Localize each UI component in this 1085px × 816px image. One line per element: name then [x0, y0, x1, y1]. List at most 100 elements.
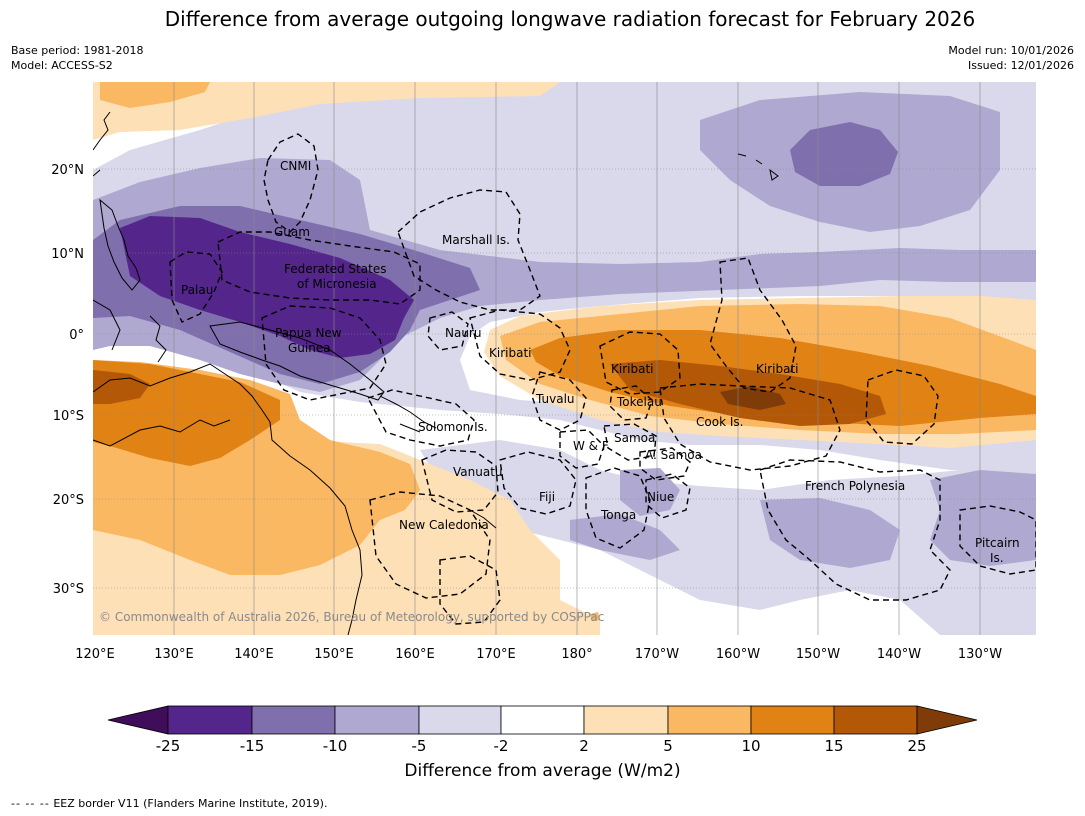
colorbar-tick-label: -5 [412, 737, 427, 755]
anomaly-south-medium-purple-1 [930, 470, 1036, 566]
coast-australia [93, 363, 363, 635]
label-marshall: Marshall Is. [442, 233, 510, 247]
label-nauru: Nauru [445, 326, 481, 340]
label-fsm-line1: Federated States [284, 262, 386, 276]
colorbar-tick-label: -10 [323, 737, 348, 755]
label-pitcairn-line2: Is. [990, 551, 1004, 565]
coast-solomons [379, 395, 437, 433]
eez-line-islands-east [865, 369, 939, 445]
coast-hawaii [737, 153, 779, 181]
label-fsm-line2: of Micronesia [297, 277, 377, 291]
lon-label: 130°W [958, 647, 1002, 662]
colorbar-extend-low [107, 705, 169, 735]
coast-new-caledonia [469, 509, 497, 529]
graticule [93, 82, 1036, 635]
model-name: Model: ACCESS-S2 [11, 59, 113, 72]
eez-wallis-futuna [559, 429, 605, 469]
lon-label: 180° [561, 647, 592, 662]
anomaly-equatorial-darkest-brown [720, 386, 786, 410]
label-tokelau: Tokelau [616, 395, 662, 409]
label-wallis-futuna: W & F [573, 439, 609, 453]
label-vanuatu: Vanuatu [453, 465, 503, 479]
lon-label: 150°W [796, 647, 840, 662]
meta-right: Model run: 10/01/2026 Issued: 12/01/2026 [948, 43, 1074, 73]
lat-label: 10°N [51, 247, 84, 262]
label-guam: Guam [274, 225, 310, 239]
eez-borders [169, 133, 1036, 625]
colorbar-bin [334, 705, 420, 735]
anomaly-nw-orange [100, 82, 210, 108]
longitude-labels: 120°E 130°E 140°E 150°E 160°E 170°E 180°… [75, 647, 1002, 662]
coast-borneo-sulawesi [93, 299, 167, 363]
latitude-labels: 20°N 10°N 0° 10°S 20°S 30°S [51, 163, 84, 597]
colorbar-tick-label: 5 [663, 737, 673, 755]
lon-label: 140°W [877, 647, 921, 662]
colorbar-extend-high [916, 705, 978, 735]
base-period: Base period: 1981-2018 [11, 44, 144, 57]
eez-nauru [427, 311, 469, 351]
label-kiribati-east: Kiribati [756, 362, 798, 376]
eez-vanuatu [421, 449, 499, 513]
eez-niue [645, 473, 691, 519]
colorbar-bin [167, 705, 253, 735]
eez-legend-dashes: -- -- -- [11, 797, 50, 810]
lon-label: 170°W [635, 647, 679, 662]
eez-french-polynesia [759, 459, 951, 601]
place-labels: CNMI Guam Marshall Is. Federated States … [181, 159, 1020, 565]
anomaly-south-medium-purple-4 [570, 514, 680, 560]
colorbar-bin [500, 705, 585, 735]
label-samoa: Samoa [614, 431, 655, 445]
model-run: Model run: 10/01/2026 [948, 44, 1074, 57]
anomaly-patch-orange [535, 572, 552, 584]
eez-fiji [499, 451, 577, 515]
colorbar-tick-label: 25 [907, 737, 926, 755]
label-niue: Niue [647, 490, 674, 504]
label-tonga: Tonga [600, 508, 636, 522]
colorbar: -25 -15 -10 -5 -2 2 5 10 15 25 [107, 705, 978, 755]
lat-label: 30°S [53, 582, 84, 597]
anomaly-south-light-purple [420, 440, 1036, 635]
anomaly-ne-dark-purple [790, 122, 898, 186]
lat-label: 10°S [53, 409, 84, 424]
anomaly-australia-brown [93, 370, 150, 404]
eez-png [261, 305, 387, 401]
label-fiji: Fiji [539, 490, 555, 504]
colorbar-bin [251, 705, 336, 735]
lon-label: 120°E [75, 647, 115, 662]
eez-samoa [603, 423, 657, 461]
colorbar-tick-label: 15 [824, 737, 843, 755]
eez-new-caledonia [369, 491, 491, 599]
label-solomon: Solomon Is. [418, 420, 488, 434]
colorbar-bin [583, 705, 669, 735]
eez-american-samoa [639, 447, 691, 481]
colorbar-tick-label: -25 [156, 737, 181, 755]
anomaly-nw-light-orange [93, 82, 560, 140]
label-tuvalu: Tuvalu [535, 392, 575, 406]
eez-fsm [217, 231, 421, 305]
coast-philippines [99, 198, 141, 291]
eez-kiribati-central [599, 331, 681, 395]
label-pitcairn-line1: Pitcairn [975, 536, 1020, 550]
lat-label: 20°N [51, 163, 84, 178]
anomaly-south-medium-purple-3 [620, 468, 680, 516]
anomaly-south-medium-purple-2 [760, 498, 900, 568]
eez-kiribati-west [469, 309, 571, 381]
eez-marshall [397, 189, 541, 311]
eez-kiribati-east [709, 257, 797, 393]
copyright-notice: © Commonwealth of Australia 2026, Bureau… [99, 610, 604, 624]
label-american-samoa: A. Samoa [645, 448, 702, 462]
lon-label: 160°W [716, 647, 760, 662]
eez-solomon [366, 389, 475, 447]
eez-tuvalu [531, 371, 587, 431]
lon-label: 160°E [395, 647, 435, 662]
label-png-line1: Papua New [275, 326, 342, 340]
coast-asia-north [93, 111, 111, 177]
label-kiribati-central: Kiribati [611, 362, 653, 376]
eez-tokelau [609, 385, 653, 421]
colorbar-tick-label: 10 [741, 737, 760, 755]
eez-pitcairn [959, 505, 1036, 575]
eez-tonga [585, 467, 651, 549]
lon-label: 130°E [154, 647, 194, 662]
label-png-line2: Guinea [288, 341, 331, 355]
